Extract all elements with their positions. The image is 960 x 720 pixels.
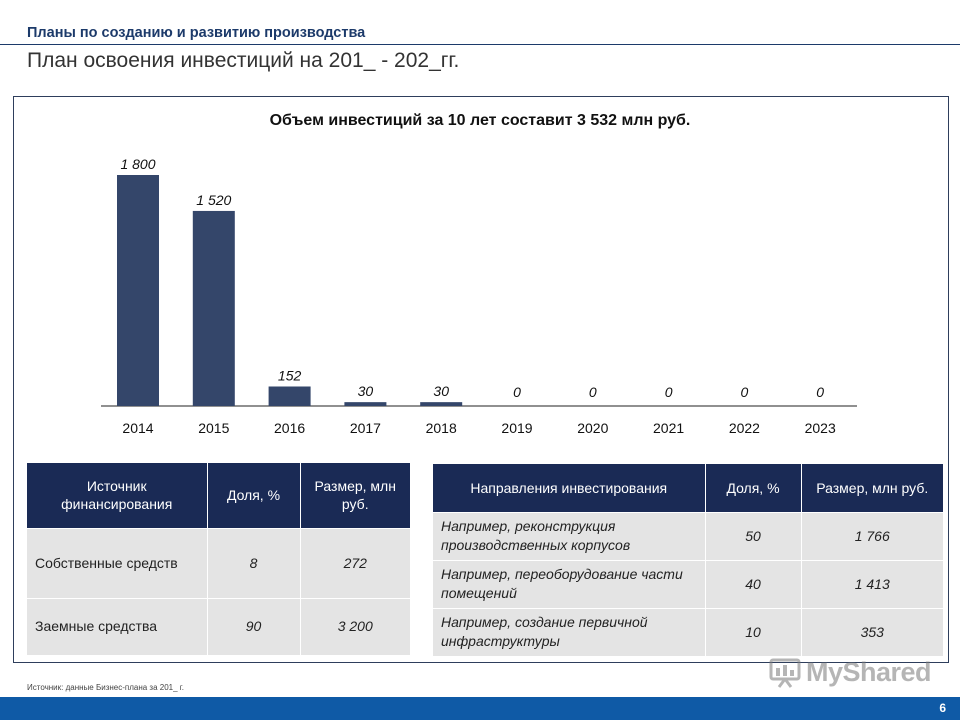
x-tick-2021: 2021 [653, 420, 684, 436]
directions-cell-direction: Например, создание первичной инфраструкт… [433, 607, 706, 656]
directions-cell-direction: Например, переоборудование части помещен… [433, 559, 706, 608]
x-tick-2014: 2014 [122, 420, 153, 436]
presentation-board-icon [769, 658, 801, 688]
x-tick-2016: 2016 [274, 420, 305, 436]
data-label-2014: 1 800 [120, 156, 155, 172]
bar-2017 [344, 402, 387, 406]
table-row: Собственные средств 8 272 [27, 527, 410, 598]
financing-cell-share: 90 [207, 597, 301, 655]
bar-2014 [117, 175, 159, 406]
directions-header-amount: Размер, млн руб. [801, 464, 943, 512]
financing-header-row: Источник финансирования Доля, % Размер, … [27, 463, 410, 528]
slide-subtitle: Планы по созданию и развитию производств… [27, 25, 366, 41]
directions-cell-amount: 1 413 [801, 559, 943, 608]
table-row: Например, создание первичной инфраструкт… [433, 607, 943, 656]
directions-table: Направления инвестирования Доля, % Разме… [433, 464, 943, 656]
x-tick-2022: 2022 [729, 420, 760, 436]
x-tick-2023: 2023 [805, 420, 836, 436]
financing-table: Источник финансирования Доля, % Размер, … [27, 463, 410, 655]
data-label-2021: 0 [665, 384, 673, 400]
directions-cell-amount: 1 766 [801, 511, 943, 560]
data-label-2018: 30 [433, 383, 449, 399]
table-row: Заемные средства 90 3 200 [27, 597, 410, 655]
investment-bar-chart: 1 800 2014 1 520 2015 152 2016 30 2017 30 2018 0 20… [101, 156, 857, 436]
x-tick-2018: 2018 [426, 420, 457, 436]
financing-cell-source: Собственные средств [27, 527, 208, 598]
financing-cell-amount: 3 200 [300, 597, 410, 655]
content-frame [13, 96, 949, 663]
financing-cell-share: 8 [207, 527, 301, 598]
page-number: 6 [939, 701, 946, 715]
bar-2015 [192, 210, 235, 406]
financing-cell-source: Заемные средства [27, 597, 208, 655]
data-label-2019: 0 [513, 384, 521, 400]
x-tick-2020: 2020 [577, 420, 608, 436]
table-row: Например, реконструкция производственных… [433, 511, 943, 560]
x-tick-2019: 2019 [501, 420, 532, 436]
financing-header-share: Доля, % [207, 463, 301, 528]
data-label-2017: 30 [358, 383, 374, 399]
financing-cell-amount: 272 [300, 527, 410, 598]
directions-header-direction: Направления инвестирования [433, 464, 706, 512]
directions-header-row: Направления инвестирования Доля, % Разме… [433, 464, 943, 512]
data-label-2020: 0 [589, 384, 597, 400]
financing-header-source: Источник финансирования [27, 463, 208, 528]
data-label-2022: 0 [741, 384, 749, 400]
financing-header-amount: Размер, млн руб. [300, 463, 410, 528]
bar-2018 [420, 402, 463, 406]
x-tick-2015: 2015 [198, 420, 229, 436]
directions-cell-direction: Например, реконструкция производственных… [433, 511, 706, 560]
directions-header-share: Доля, % [705, 464, 802, 512]
slide-title: План освоения инвестиций на 201_ - 202_г… [27, 49, 460, 72]
header-rule [0, 44, 960, 45]
directions-cell-share: 40 [705, 559, 802, 608]
bar-2016 [268, 386, 311, 406]
watermark: MyShared [768, 655, 932, 689]
directions-cell-amount: 353 [801, 607, 943, 656]
directions-cell-share: 10 [705, 607, 802, 656]
chart-title: Объем инвестиций за 10 лет составит 3 53… [269, 112, 691, 129]
data-label-2015: 1 520 [196, 192, 231, 208]
table-row: Например, переоборудование части помещен… [433, 559, 943, 608]
x-tick-2017: 2017 [350, 420, 381, 436]
data-label-2023: 0 [816, 384, 824, 400]
watermark-text: MyShared [806, 656, 932, 687]
data-label-2016: 152 [278, 367, 302, 383]
source-note: Источник: данные Бизнес-плана за 201_ г. [27, 683, 184, 692]
footer-bar: 6 [0, 697, 960, 720]
directions-cell-share: 50 [705, 511, 802, 560]
